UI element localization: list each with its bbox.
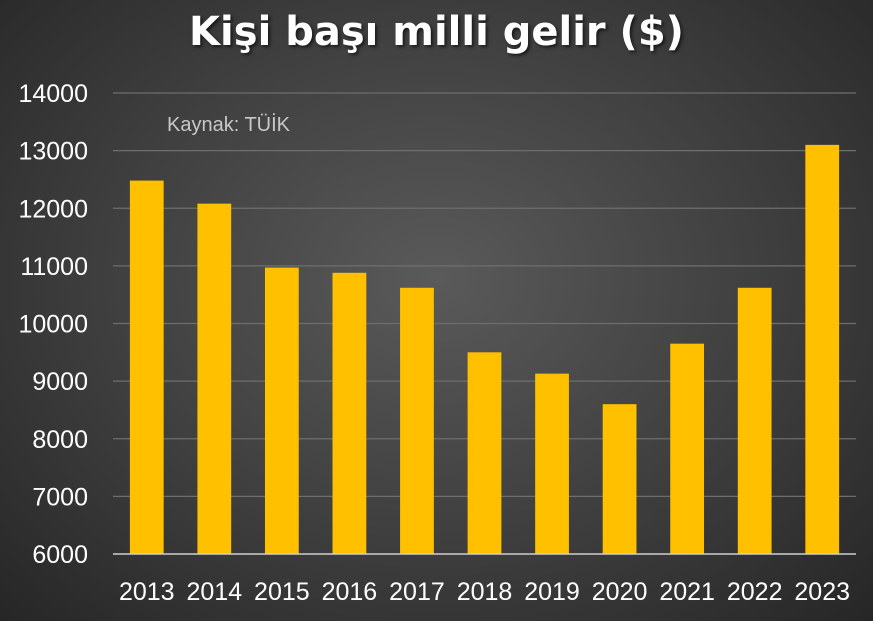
x-tick-label: 2016 [322, 578, 378, 606]
bar-2015 [264, 267, 299, 554]
y-tick-label: 10000 [18, 311, 88, 339]
bar-2020 [602, 404, 637, 554]
bar-2022 [737, 287, 772, 554]
x-tick-label: 2023 [794, 578, 850, 606]
x-tick-label: 2013 [119, 578, 175, 606]
bar-2018 [467, 352, 502, 554]
y-tick-label: 6000 [32, 541, 88, 569]
y-tick-label: 11000 [20, 253, 88, 281]
y-tick-label: 9000 [32, 368, 88, 396]
bar-2017 [400, 287, 434, 554]
x-tick-label: 2015 [254, 578, 310, 606]
y-tick-label: 8000 [32, 426, 88, 454]
bar-2013 [129, 180, 164, 554]
bars [129, 144, 840, 555]
bar-2016 [332, 272, 367, 554]
bar-2023 [805, 144, 840, 555]
y-tick-label: 7000 [32, 483, 88, 511]
x-tick-label: 2022 [727, 578, 783, 606]
y-tick-label: 13000 [18, 138, 88, 166]
bar-2021 [670, 343, 705, 554]
x-tick-label: 2020 [592, 578, 648, 606]
source-annotation: Kaynak: TÜİK [167, 113, 291, 136]
x-tick-label: 2017 [389, 578, 445, 606]
x-tick-label: 2018 [457, 578, 513, 606]
bar-2014 [197, 203, 232, 554]
x-tick-label: 2014 [187, 578, 243, 606]
y-tick-label: 12000 [18, 195, 88, 223]
x-tick-label: 2021 [659, 578, 715, 606]
bar-2019 [535, 373, 569, 554]
tick-labels: 6000 7000 8000 9000 10000 11000 12000 13000 1400… [18, 80, 850, 606]
x-tick-label: 2019 [524, 578, 580, 606]
chart-title: Kişi başı milli gelir ($) [189, 9, 684, 55]
y-tick-label: 14000 [18, 80, 88, 108]
